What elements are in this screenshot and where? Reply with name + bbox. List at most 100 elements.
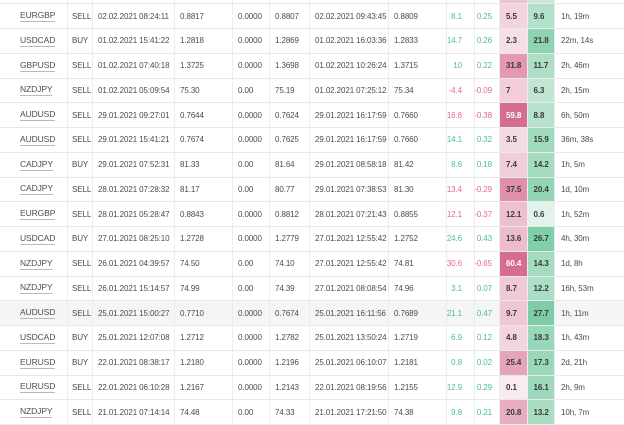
symbol-link[interactable]: NZDJPY — [20, 406, 53, 419]
symbol-cell: NZDJPY — [0, 251, 68, 276]
close-time-cell: 25.01.2021 06:10:07 — [310, 350, 389, 375]
table-row[interactable]: EURUSD BUY 22.01.2021 08:38:17 1.2180 0.… — [0, 350, 624, 376]
close-price-cell: 74.38 — [389, 400, 447, 424]
take-profit-cell: 80.77 — [270, 177, 310, 202]
open-time-cell: 27.01.2021 08:25:10 — [93, 227, 175, 251]
symbol-link[interactable]: USDCAD — [20, 34, 56, 47]
table-row[interactable]: EURGBP SELL 28.01.2021 05:28:47 0.8843 0… — [0, 202, 624, 227]
side-cell: BUY — [68, 29, 93, 53]
table-row[interactable]: CADJPY BUY 29.01.2021 07:52:31 81.33 0.0… — [0, 152, 624, 178]
symbol-link[interactable]: CADJPY — [20, 183, 53, 196]
symbol-cell: EURUSD — [0, 375, 68, 400]
close-time-cell: 25.01.2021 16:11:56 — [310, 301, 389, 325]
stop-loss-cell: 0.00 — [233, 152, 270, 177]
table-row[interactable]: AUDUSD SELL 25.01.2021 15:00:27 0.7710 0… — [0, 301, 624, 326]
symbol-link[interactable]: USDCAD — [20, 331, 56, 344]
symbol-link[interactable]: EURGBP — [20, 10, 56, 23]
table-row[interactable]: NZDJPY SELL 26.01.2021 04:39:57 74.50 0.… — [0, 251, 624, 277]
stop-loss-cell: 0.00 — [233, 251, 270, 276]
stop-loss-cell — [233, 0, 270, 4]
open-price-cell: 1.2728 — [175, 227, 233, 251]
pips-cell: 21.1 — [447, 301, 475, 325]
table-row[interactable]: NZDJPY SELL 01.02.2021 05:09:54 75.30 0.… — [0, 78, 624, 104]
table-row[interactable]: NZDJPY SELL 21.01.2021 07:14:14 74.48 0.… — [0, 400, 624, 425]
take-profit-cell: 0.8807 — [270, 4, 310, 28]
symbol-link[interactable]: GBPUSD — [20, 59, 56, 72]
pips-cell: 6.9 — [447, 326, 475, 350]
symbol-link[interactable]: USDCAD — [20, 232, 56, 245]
table-row[interactable]: AUDUSD SELL 29.01.2021 09:27:01 0.7644 0… — [0, 103, 624, 128]
close-time-cell: 02.02.2021 09:43:45 — [310, 4, 389, 28]
take-profit-cell: 1.2779 — [270, 227, 310, 251]
mfe-cell — [527, 0, 555, 4]
table-row[interactable]: USDCAD BUY 25.01.2021 12:07:08 1.2712 0.… — [0, 326, 624, 351]
side-cell: SELL — [68, 251, 93, 276]
symbol-link[interactable]: AUDUSD — [20, 307, 56, 320]
table-row[interactable]: NZDJPY SELL 26.01.2021 15:14:57 74.99 0.… — [0, 276, 624, 302]
stop-loss-cell: 0.0000 — [233, 29, 270, 53]
close-time-cell: 01.02.2021 07:25:12 — [310, 78, 389, 103]
close-price-cell: 1.2181 — [389, 350, 447, 375]
duration-cell: 2h, 9m — [561, 382, 585, 392]
mfe-cell: 16.1 — [527, 375, 555, 400]
duration-cell: 1h, 11m — [561, 308, 589, 318]
symbol-link[interactable]: AUDUSD — [20, 133, 56, 146]
symbol-cell: NZDJPY — [0, 276, 68, 301]
open-price-cell: 1.2818 — [175, 29, 233, 53]
duration-cell: 1h, 52m — [561, 209, 590, 219]
close-time-cell: 29.01.2021 16:17:59 — [310, 103, 389, 127]
table-row[interactable]: GBPUSD SELL 01.02.2021 07:40:18 1.3725 0… — [0, 53, 624, 79]
open-time-cell: 01.02.2021 07:40:18 — [93, 53, 175, 78]
table-row[interactable]: USDCAD BUY 27.01.2021 08:25:10 1.2728 0.… — [0, 227, 624, 252]
percent-cell: -0.29 — [475, 177, 500, 202]
pips-cell: -4.4 — [447, 78, 475, 103]
mae-cell: 5.5 — [500, 4, 528, 28]
pips-cell: 0.8 — [447, 350, 475, 375]
close-price-cell: 0.8809 — [389, 4, 447, 28]
table-row[interactable]: EURUSD SELL 22.01.2021 06:10:28 1.2167 0… — [0, 375, 624, 401]
symbol-link[interactable]: EURUSD — [20, 356, 56, 369]
table-row[interactable]: EURGBP SELL 02.02.2021 08:24:11 0.8817 0… — [0, 4, 624, 29]
stop-loss-cell: 0.0000 — [233, 4, 270, 28]
table-row[interactable]: CADJPY SELL 28.01.2021 07:28:32 81.17 0.… — [0, 177, 624, 203]
symbol-cell: AUDUSD — [0, 128, 68, 152]
duration-cell: 1h, 5m — [561, 160, 585, 170]
stop-loss-cell: 0.00 — [233, 78, 270, 103]
side-cell: SELL — [68, 202, 93, 226]
pips-cell: 14.7 — [447, 29, 475, 53]
percent-cell: 0.21 — [475, 400, 500, 424]
close-price-cell: 1.3715 — [389, 53, 447, 78]
percent-cell: -0.38 — [475, 103, 500, 127]
mae-cell: 31.8 — [500, 53, 528, 78]
symbol-link[interactable]: NZDJPY — [20, 257, 53, 270]
close-time-cell: 29.01.2021 07:38:53 — [310, 177, 389, 202]
open-time-cell: 28.01.2021 05:28:47 — [93, 202, 175, 226]
pips-cell: -16.8 — [447, 103, 475, 127]
take-profit-cell — [270, 0, 310, 4]
table-row[interactable]: AUDUSD SELL 29.01.2021 15:41:21 0.7674 0… — [0, 128, 624, 153]
mae-cell: 37.5 — [500, 177, 528, 202]
table-row[interactable]: USDCAD BUY 01.02.2021 15:41:22 1.2818 0.… — [0, 29, 624, 54]
symbol-link[interactable]: EURGBP — [20, 208, 56, 221]
side-cell: SELL — [68, 375, 93, 400]
open-price-cell: 74.48 — [175, 400, 233, 424]
symbol-link[interactable]: AUDUSD — [20, 109, 56, 122]
open-time-cell: 01.02.2021 05:09:54 — [93, 78, 175, 103]
mae-cell: 59.8 — [500, 103, 528, 127]
symbol-link[interactable]: EURUSD — [20, 381, 56, 394]
duration-cell: 4h, 30m — [561, 234, 590, 244]
side-cell — [68, 0, 93, 4]
symbol-link[interactable]: NZDJPY — [20, 84, 53, 97]
open-price-cell: 0.7710 — [175, 301, 233, 325]
table-row-partial[interactable] — [0, 0, 624, 5]
symbol-link[interactable]: CADJPY — [20, 158, 53, 171]
percent-cell: 0.26 — [475, 29, 500, 53]
symbol-cell: CADJPY — [0, 152, 68, 177]
side-cell: SELL — [68, 400, 93, 424]
symbol-link[interactable]: NZDJPY — [20, 282, 53, 295]
take-profit-cell: 0.7624 — [270, 103, 310, 127]
pips-cell: 12.9 — [447, 375, 475, 400]
symbol-cell: USDCAD — [0, 29, 68, 53]
